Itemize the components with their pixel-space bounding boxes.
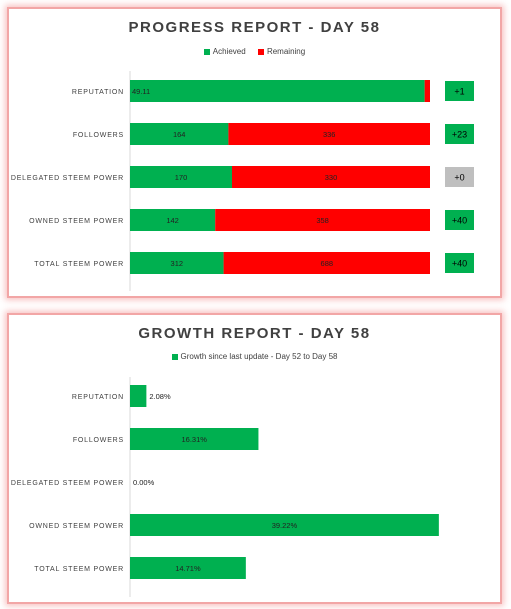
category-label-delegated-steem-power: DELEGATED STEEM POWER <box>11 480 124 487</box>
delta-label-total-steem-power: +40 <box>452 259 467 269</box>
growth-chart: REPUTATION 2.08% FOLLOWERS 16.31% DELEGATED … <box>11 377 439 597</box>
data-label-remaining-followers: 336 <box>323 130 336 139</box>
delta-badge-delegated-steem-power <box>445 167 474 187</box>
legend-item-remaining: Remaining <box>257 47 306 57</box>
delta-label-owned-steem-power: +40 <box>452 216 467 226</box>
category-label-delegated-steem-power: DELEGATED STEEM POWER <box>11 175 124 182</box>
delta-label-delegated-steem-power: +0 <box>454 173 464 183</box>
data-label-remaining-owned-steem-power: 358 <box>316 216 329 225</box>
progress-legend: Achieved Remaining <box>9 47 500 56</box>
growth-legend: Growth since last update - Day 52 to Day… <box>9 352 500 361</box>
legend-swatch-growth <box>171 354 178 361</box>
bar-achieved-delegated-steem-power <box>130 166 232 188</box>
legend-label-achieved: Achieved <box>212 47 246 57</box>
category-label-reputation: REPUTATION <box>72 89 124 96</box>
data-label-growth-followers: 16.31% <box>182 435 208 444</box>
category-label-followers: FOLLOWERS <box>73 437 124 444</box>
data-label-growth-owned-steem-power: 39.22% <box>272 521 298 530</box>
delta-badge-followers <box>445 124 474 144</box>
bar-achieved-owned-steem-power <box>130 209 216 231</box>
data-label-achieved-delegated-steem-power: 170 <box>175 173 188 182</box>
category-label-owned-steem-power: OWNED STEEM POWER <box>29 523 124 530</box>
category-label-total-steem-power: TOTAL STEEM POWER <box>34 261 124 268</box>
legend-swatch-remaining <box>257 49 264 56</box>
category-label-owned-steem-power: OWNED STEEM POWER <box>29 218 124 225</box>
legend-label-remaining: Remaining <box>266 47 306 57</box>
progress-report-title: PROGRESS REPORT - DAY 58 <box>128 19 381 36</box>
category-label-followers: FOLLOWERS <box>73 132 124 139</box>
bar-remaining-followers <box>228 123 430 145</box>
delta-badge-total-steem-power <box>445 253 474 273</box>
data-label-remaining-delegated-steem-power: 330 <box>325 173 338 182</box>
data-label-achieved-followers: 164 <box>173 130 186 139</box>
bar-growth-owned-steem-power <box>130 514 439 536</box>
legend-label-growth: Growth since last update - Day 52 to Day… <box>180 352 338 362</box>
delta-badge-owned-steem-power <box>445 210 474 230</box>
data-label-achieved-total-steem-power: 312 <box>171 259 184 268</box>
bar-achieved-reputation <box>130 80 425 102</box>
category-label-total-steem-power: TOTAL STEEM POWER <box>34 566 124 573</box>
delta-label-followers: +23 <box>452 130 467 140</box>
bar-remaining-owned-steem-power <box>215 209 430 231</box>
legend-item-achieved: Achieved <box>203 47 246 57</box>
growth-report-title: GROWTH REPORT - DAY 58 <box>138 325 371 342</box>
progress-report-panel: PROGRESS REPORT - DAY 58 Achieved Remain… <box>7 7 502 298</box>
legend-item-growth: Growth since last update - Day 52 to Day… <box>171 352 338 362</box>
delta-label-reputation: +1 <box>454 87 464 97</box>
legend-swatch-achieved <box>203 49 210 56</box>
data-label-achieved-owned-steem-power: 142 <box>166 216 179 225</box>
bar-growth-followers <box>130 428 259 450</box>
category-label-reputation: REPUTATION <box>72 394 124 401</box>
bar-remaining-reputation <box>424 80 430 102</box>
bar-achieved-followers <box>130 123 229 145</box>
data-label-remaining-total-steem-power: 688 <box>321 259 334 268</box>
data-label-growth-reputation: 2.08% <box>149 392 171 401</box>
progress-chart: REPUTATION 49.11 +1 FOLLOWERS 164 336 +23 DELEG… <box>11 71 474 291</box>
bar-remaining-delegated-steem-power <box>232 166 430 188</box>
data-label-growth-total-steem-power: 14.71% <box>175 564 201 573</box>
bar-remaining-total-steem-power <box>223 252 430 274</box>
growth-report-panel: GROWTH REPORT - DAY 58 Growth since last… <box>7 313 502 604</box>
data-label-growth-delegated-steem-power: 0.00% <box>133 478 155 487</box>
data-label-achieved-reputation: 49.11 <box>132 87 150 96</box>
bar-growth-total-steem-power <box>130 557 246 579</box>
bar-achieved-total-steem-power <box>130 252 224 274</box>
delta-badge-reputation <box>445 81 474 101</box>
bar-growth-reputation <box>130 385 147 407</box>
